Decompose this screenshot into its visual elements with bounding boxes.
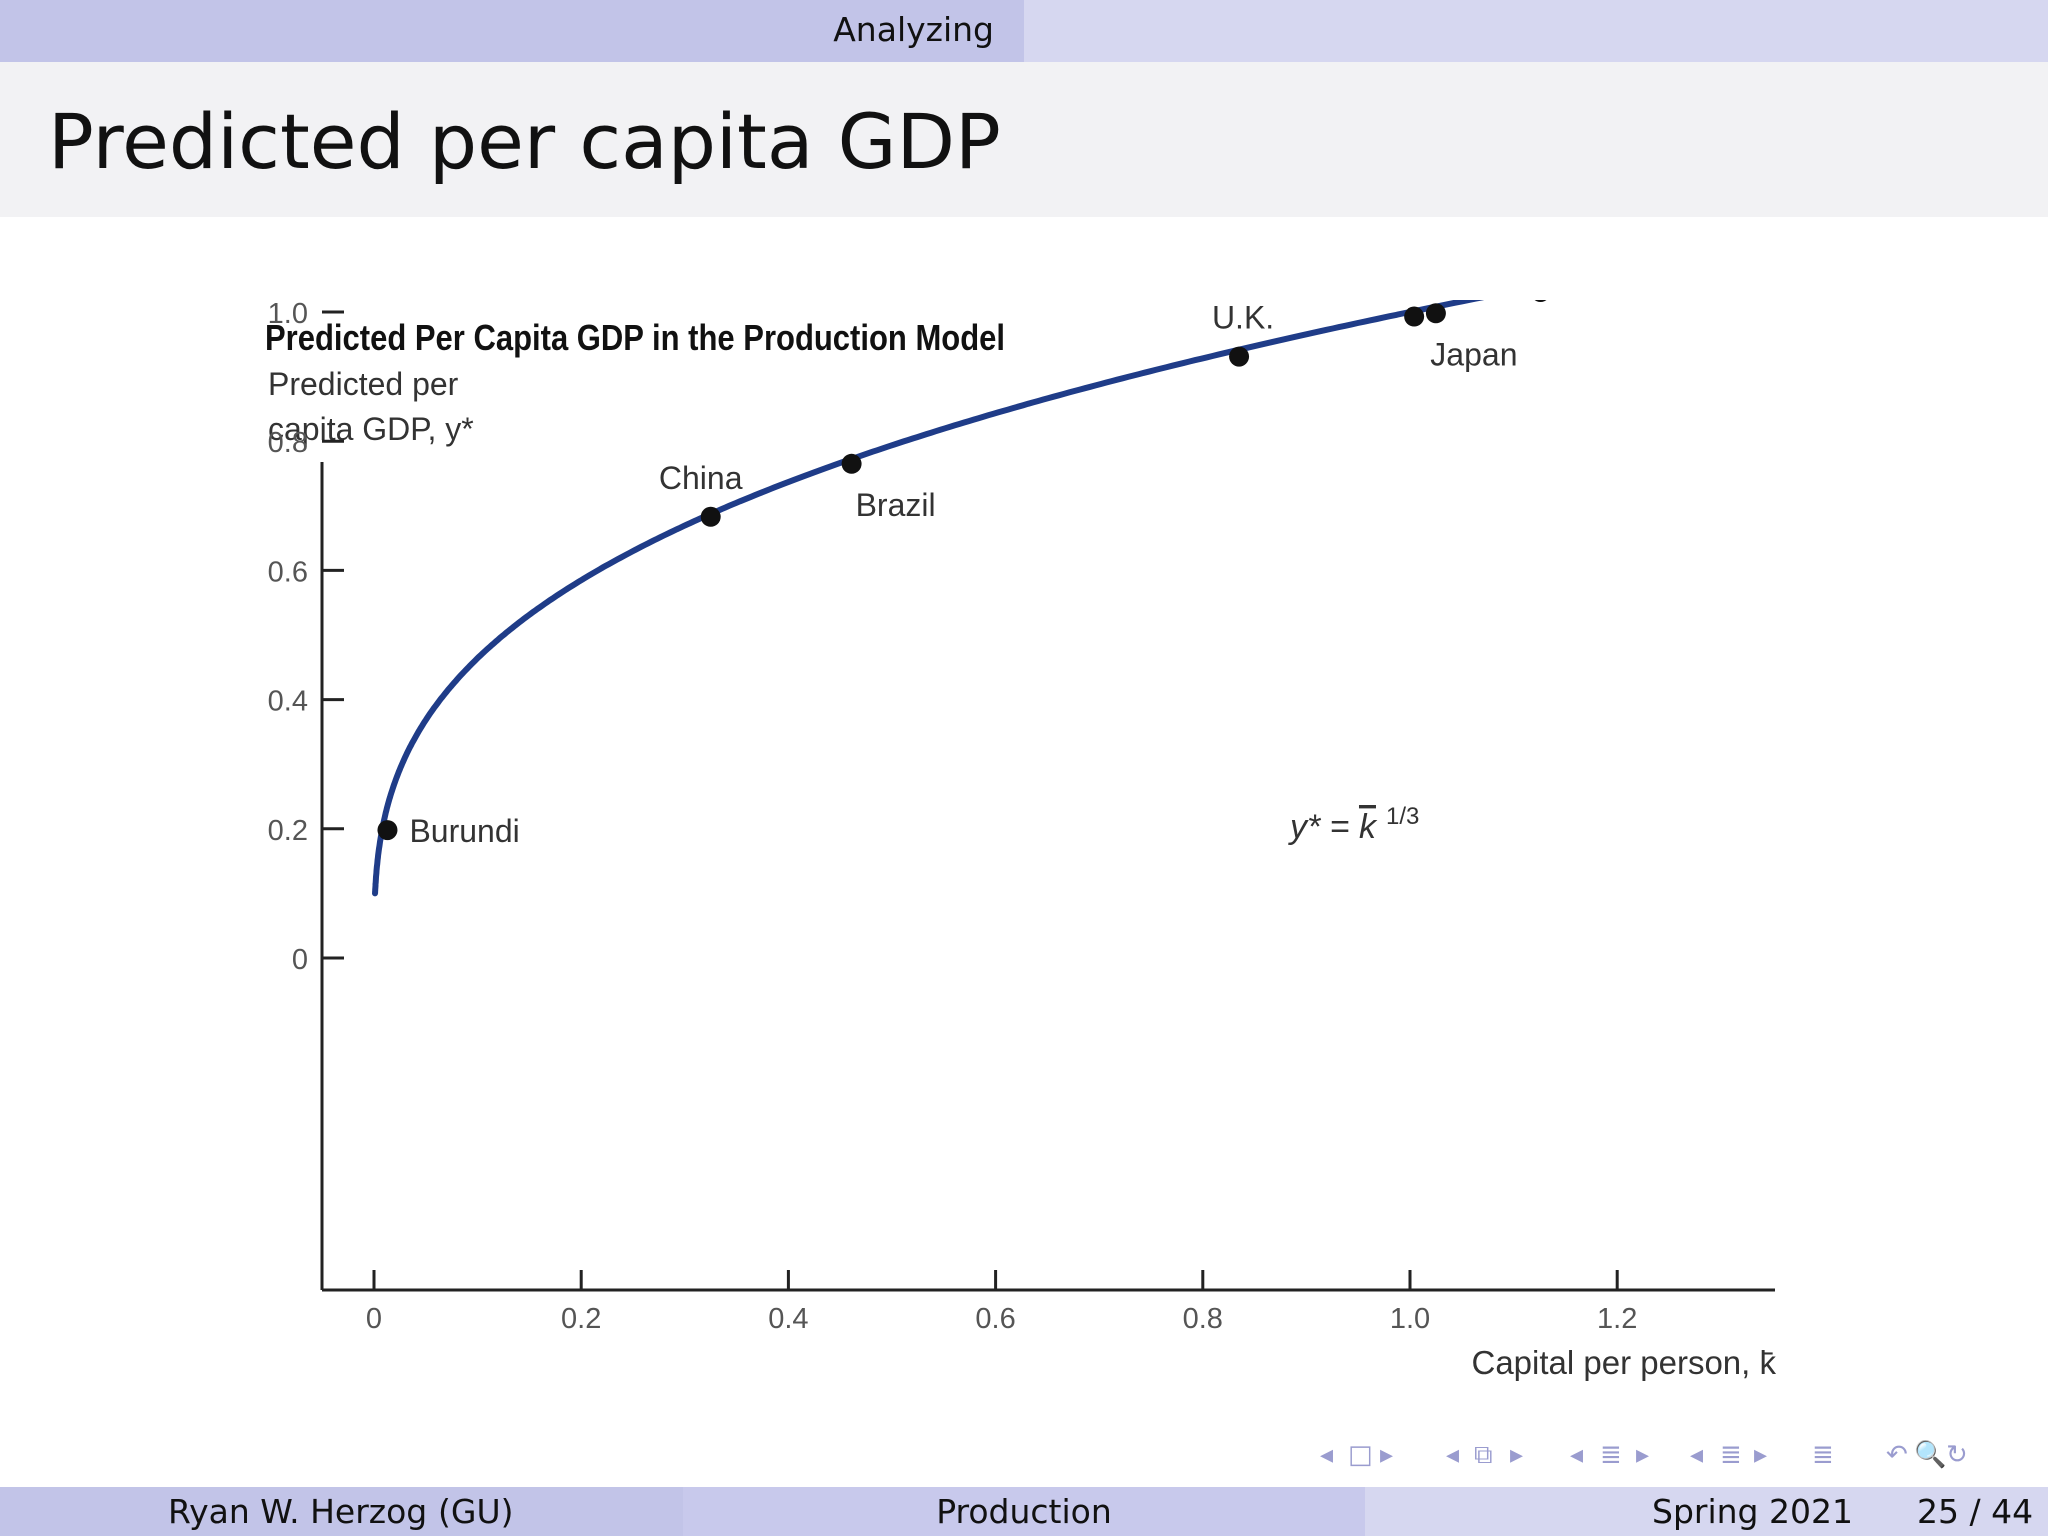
beamer-navigation-symbols[interactable]: ◂ □ ▸ ◂ ⧉ ▸ ◂ ≣ ▸ ◂ ≣ ▸ ≣ ↶ 🔍 ↻: [1320, 1440, 2040, 1476]
x-tick-label: 0.2: [561, 1303, 601, 1335]
slide-title-bar: Predicted per capita GDP: [0, 62, 2048, 217]
data-point: [1229, 346, 1250, 367]
axes: 00.20.40.60.81.01.200.20.40.60.81.01.2: [268, 169, 1775, 1335]
nav-symbol-icon[interactable]: ≣: [1600, 1440, 1622, 1470]
chart-svg: Predicted Per Capita GDP in the Producti…: [265, 169, 1777, 1381]
top-bar-right: [1024, 0, 2048, 62]
top-bar-left: Analyzing: [0, 0, 1024, 62]
nav-symbol-icon[interactable]: □: [1348, 1440, 1373, 1470]
equation-base: k: [1359, 808, 1378, 846]
x-tick-label: 0: [366, 1303, 382, 1335]
nav-symbol-icon[interactable]: ▸: [1754, 1440, 1768, 1470]
nav-symbol-icon[interactable]: ↻: [1946, 1440, 1968, 1470]
footer-institution: (GU): [438, 1492, 514, 1531]
curve-line: [372, 242, 1766, 897]
chart-title: Predicted Per Capita GDP in the Producti…: [265, 317, 1005, 358]
nav-symbol-icon[interactable]: ◂: [1570, 1440, 1584, 1470]
top-navigation-bar: Analyzing: [0, 0, 2048, 62]
data-point-label: Japan: [1430, 336, 1517, 372]
data-point: [841, 453, 862, 474]
footer-center: Production: [683, 1487, 1365, 1536]
data-point-label: Burundi: [409, 813, 519, 849]
footer-author: Ryan W. Herzog: [168, 1492, 428, 1531]
slide-title: Predicted per capita GDP: [48, 97, 1001, 186]
nav-symbol-icon[interactable]: ▸: [1380, 1440, 1394, 1470]
footer-date: Spring 2021: [1652, 1492, 1853, 1531]
nav-symbol-icon[interactable]: ⧉: [1474, 1440, 1493, 1470]
nav-symbol-icon[interactable]: ▸: [1510, 1440, 1524, 1470]
footer-page-number: 25 / 44: [1917, 1492, 2034, 1531]
data-point: [377, 820, 398, 841]
y-axis-label-line-2: capita GDP, y*: [268, 411, 474, 447]
nav-symbol-icon[interactable]: ◂: [1690, 1440, 1704, 1470]
data-point-label: U.K.: [1212, 300, 1274, 336]
x-tick-label: 0.8: [1183, 1303, 1223, 1335]
y-tick-label: 0.8: [268, 427, 308, 459]
x-tick-label: 1.0: [1390, 1303, 1430, 1335]
nav-symbol-icon[interactable]: 🔍: [1914, 1440, 1947, 1470]
footer-bar: Ryan W. Herzog (GU) Production Spring 20…: [0, 1487, 2048, 1536]
y-tick-label: 1.0: [268, 300, 308, 330]
data-point: [700, 506, 721, 527]
data-point: [1404, 306, 1425, 327]
x-tick-label: 0.6: [975, 1303, 1015, 1335]
y-tick-label: 0: [292, 944, 308, 976]
nav-symbol-icon[interactable]: ≣: [1720, 1440, 1742, 1470]
y-tick-label: 0.2: [268, 815, 308, 847]
equation-lhs: y* =: [1288, 808, 1359, 846]
nav-symbol-icon[interactable]: ≣: [1812, 1440, 1834, 1470]
footer-left: Ryan W. Herzog (GU): [0, 1487, 683, 1536]
data-point: [1530, 281, 1551, 302]
nav-symbol-icon[interactable]: ◂: [1320, 1440, 1334, 1470]
footer-topic: Production: [936, 1492, 1112, 1531]
chart-container: Predicted Per Capita GDP in the Producti…: [0, 169, 2048, 1410]
nav-symbol-icon[interactable]: ▸: [1636, 1440, 1650, 1470]
footer-right: Spring 2021 25 / 44: [1365, 1487, 2048, 1536]
nav-symbol-icon[interactable]: ◂: [1446, 1440, 1460, 1470]
y-tick-label: 0.4: [268, 686, 308, 718]
section-name[interactable]: Analyzing: [833, 10, 994, 49]
y-axis-label-line-1: Predicted per: [268, 366, 459, 402]
x-tick-label: 1.2: [1597, 1303, 1637, 1335]
nav-symbol-icon[interactable]: ↶: [1886, 1440, 1908, 1470]
curve-layer: [372, 242, 1766, 897]
y-tick-label: 0.6: [268, 556, 308, 588]
data-point-label: Brazil: [856, 487, 936, 523]
equation-exponent: 1/3: [1386, 803, 1419, 830]
data-point: [1425, 303, 1446, 324]
x-axis-label: Capital per person, k̄: [1472, 1344, 1777, 1381]
x-tick-label: 0.4: [768, 1303, 808, 1335]
equation-annotation: y* = k 1/3: [1288, 803, 1419, 846]
data-point-label: China: [659, 460, 743, 496]
